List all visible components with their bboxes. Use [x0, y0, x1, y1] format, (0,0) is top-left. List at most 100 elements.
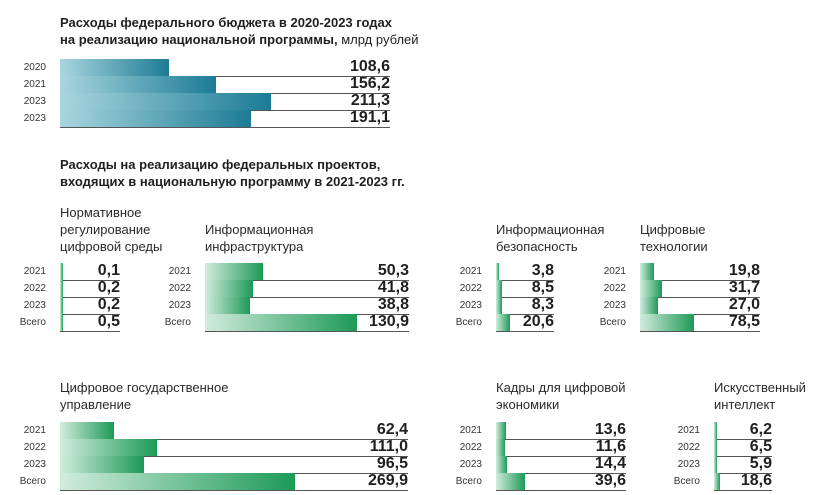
category-label: 2021 [23, 79, 46, 90]
bar-baseline [496, 473, 626, 491]
bar-baseline [640, 297, 760, 315]
value-label: 38,8 [377, 296, 409, 313]
chart-infrastructure: 2021 50,3 2022 41,8 2023 38,8 Всего 130,9 [165, 262, 409, 332]
category-label: 2022 [677, 442, 700, 453]
panel-title-regulation-line3: цифровой среды [60, 239, 163, 254]
category-label: 2023 [168, 300, 191, 311]
value-label: 8,3 [531, 296, 554, 313]
bar [496, 263, 499, 280]
bar-row: 2022 8,5 [460, 279, 554, 298]
bar [60, 263, 63, 280]
bar-row: Всего 78,5 [600, 313, 760, 332]
value-label: 6,5 [749, 438, 772, 455]
bar [640, 263, 654, 280]
bar-row: 2023 211,3 [24, 92, 390, 111]
bar-baseline [205, 280, 409, 298]
bar-baseline [496, 314, 554, 332]
panel-title-ai: Искусственный интеллект [714, 379, 806, 413]
bar [60, 422, 114, 439]
bar-baseline [714, 473, 772, 491]
category-label: 2023 [677, 459, 700, 470]
panel-title-government-line1: Цифровое государственное [60, 380, 229, 395]
category-label: Всего [164, 317, 191, 328]
bar-row: 2020 108,6 [24, 58, 390, 77]
value-label: 41,8 [377, 279, 409, 296]
bar [496, 297, 502, 314]
category-label: Всего [599, 317, 626, 328]
value-label: 130,9 [368, 313, 409, 330]
panel-title-government-line2: управление [60, 397, 132, 412]
category-label: 2021 [677, 425, 700, 436]
bar-baseline [60, 59, 390, 77]
bar [496, 314, 510, 331]
main-title-line2: на реализацию национальной программы, [60, 32, 338, 47]
bar [640, 280, 662, 297]
bar-baseline [60, 473, 408, 491]
bar-row: Всего 20,6 [456, 313, 554, 332]
category-label: 2023 [23, 96, 46, 107]
bar [205, 297, 250, 314]
category-label: 2021 [23, 425, 46, 436]
bar-row: 2022 11,6 [460, 438, 626, 457]
bar-baseline [640, 263, 760, 281]
bar-row: Всего 18,6 [674, 472, 772, 491]
main-chart-title: Расходы федерального бюджета в 2020-2023… [60, 14, 419, 48]
category-label: 2023 [23, 113, 46, 124]
bar [60, 439, 157, 456]
main-title-unit: млрд рублей [341, 32, 419, 47]
panel-title-personnel: Кадры для цифровой экономики [496, 379, 626, 413]
main-title-line1: Расходы федерального бюджета в 2020-2023… [60, 15, 392, 30]
value-label: 191,1 [349, 109, 390, 126]
category-label: 2022 [23, 442, 46, 453]
panel-title-infrastructure-line2: инфраструктура [205, 239, 304, 254]
projects-heading-line1: Расходы на реализацию федеральных проект… [60, 157, 381, 172]
bar-row: 2023 8,3 [460, 296, 554, 315]
value-label: 50,3 [377, 262, 409, 279]
bar-row: 2023 27,0 [604, 296, 760, 315]
panel-title-technologies: Цифровые технологии [640, 221, 708, 255]
bar-row: 2023 0,2 [24, 296, 120, 315]
category-label: 2021 [168, 266, 191, 277]
panel-title-regulation: Нормативное регулирование цифровой среды [60, 204, 162, 255]
category-label: 2022 [459, 442, 482, 453]
panel-title-technologies-line1: Цифровые [640, 222, 706, 237]
bar-row: 2023 191,1 [24, 109, 390, 128]
bar-baseline [714, 456, 772, 474]
bar-row: 2021 62,4 [24, 421, 408, 440]
panel-title-regulation-line1: Нормативное [60, 205, 142, 220]
bar [60, 93, 271, 110]
category-label: 2022 [23, 283, 46, 294]
panel-title-infrastructure-line1: Информационная [205, 222, 314, 237]
bar-row: 2023 5,9 [678, 455, 772, 474]
value-label: 62,4 [376, 421, 408, 438]
chart-ai: 2021 6,2 2022 6,5 2023 5,9 Всего 18,6 [674, 421, 772, 491]
category-label: 2021 [459, 425, 482, 436]
value-label: 78,5 [728, 313, 760, 330]
bar-baseline [496, 422, 626, 440]
bar-row: Всего 269,9 [20, 472, 408, 491]
value-label: 3,8 [531, 262, 554, 279]
value-label: 5,9 [749, 455, 772, 472]
bar-row: 2021 13,6 [460, 421, 626, 440]
bar [60, 297, 63, 314]
chart-security: 2021 3,8 2022 8,5 2023 8,3 Всего 20,6 [456, 262, 554, 332]
bar [640, 314, 694, 331]
bar [496, 456, 507, 473]
category-label: 2023 [23, 459, 46, 470]
bar-row: 2021 6,2 [678, 421, 772, 440]
bar [496, 280, 502, 297]
bar-baseline [60, 422, 408, 440]
bar [496, 422, 506, 439]
panel-title-ai-line2: интеллект [714, 397, 776, 412]
value-label: 108,6 [349, 58, 390, 75]
bar-baseline [60, 314, 120, 332]
bar-baseline [60, 439, 408, 457]
value-label: 20,6 [522, 313, 554, 330]
bar-baseline [640, 314, 760, 332]
value-label: 0,1 [97, 262, 120, 279]
category-label: 2023 [23, 300, 46, 311]
category-label: Всего [455, 476, 482, 487]
bar-baseline [496, 439, 626, 457]
value-label: 11,6 [595, 438, 626, 455]
projects-heading: Расходы на реализацию федеральных проект… [60, 156, 405, 190]
